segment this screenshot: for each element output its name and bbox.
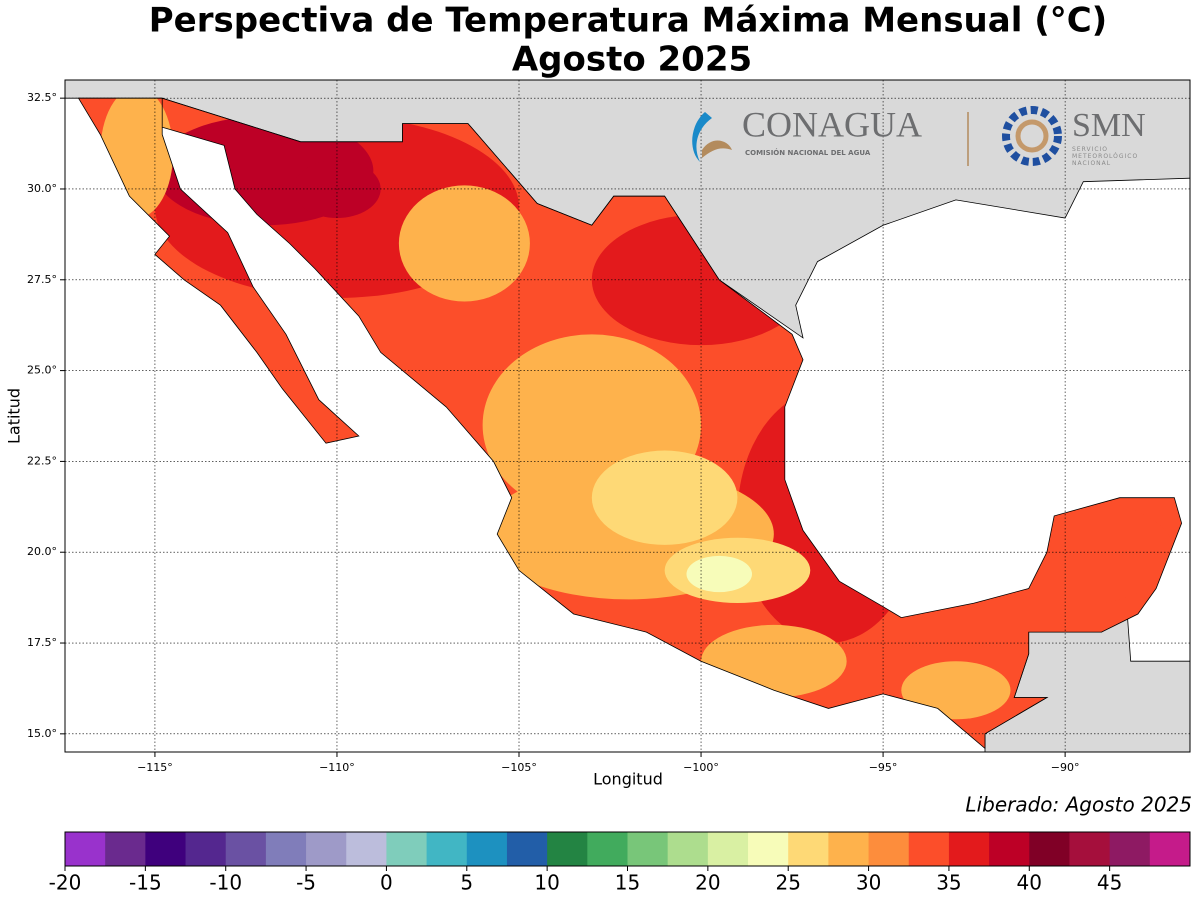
smn-logo: SMN (1072, 107, 1146, 144)
y-tick-label: 30.0° (27, 182, 57, 195)
colorbar-swatch (707, 832, 749, 866)
colorbar-swatch (1109, 832, 1151, 866)
colorbar-swatch (828, 832, 870, 866)
y-tick-label: 32.5° (27, 91, 57, 104)
x-tick-label: −110° (319, 761, 355, 774)
colorbar-swatch (989, 832, 1030, 866)
coastline (77, 97, 1183, 750)
y-tick-label: 22.5° (27, 454, 57, 467)
smn-icon (1002, 106, 1062, 166)
colorbar-tick-label: 35 (936, 871, 961, 895)
colorbar-swatch (1149, 832, 1191, 866)
y-tick-label: 27.5° (27, 273, 57, 286)
colorbar-swatch (185, 832, 227, 866)
x-tick-label: −100° (683, 761, 719, 774)
colorbar: -20 -15 -10 -5 0 5 10 15 20 25 30 35 40 45 (49, 831, 1191, 895)
colorbar-swatch (868, 832, 910, 866)
colorbar-swatch (1069, 832, 1111, 866)
conagua-icon (692, 112, 712, 162)
colorbar-swatch (346, 832, 387, 866)
smn-subtitle: SERVICIO METEOROLÓGICO NACIONAL (1072, 146, 1139, 167)
x-tick-label: −115° (137, 761, 173, 774)
colorbar-swatch (748, 832, 789, 866)
conagua-subtitle: COMISIÓN NACIONAL DEL AGUA (745, 148, 871, 157)
colorbar-tick-label: -5 (296, 871, 316, 895)
colorbar-tick-label: 10 (534, 871, 559, 895)
temperature-area (591, 450, 738, 545)
temperature-area (398, 185, 530, 302)
grid: −115° −110° −105° −100° −95° −90° 15.0° 17.5° 20… (27, 79, 1191, 774)
colorbar-swatch (65, 832, 106, 866)
x-tick-label: −105° (501, 761, 537, 774)
temperature-area (686, 555, 753, 593)
y-tick-label: 20.0° (27, 545, 57, 558)
conagua-icon (702, 140, 732, 158)
colorbar-tick-label: 40 (1017, 871, 1042, 895)
colorbar-tick-label: 30 (856, 871, 881, 895)
colorbar-swatch (788, 832, 829, 866)
smn-subtitle-box: SERVICIO METEOROLÓGICO NACIONAL (1072, 146, 1139, 167)
colorbar-tick-label: -20 (49, 871, 82, 895)
colorbar-swatch (225, 832, 267, 866)
colorbar-swatch (908, 832, 950, 866)
temperature-area (701, 624, 847, 698)
release-note: Liberado: Agosto 2025 (965, 793, 1192, 817)
colorbar-tick-label: 5 (460, 871, 473, 895)
map-frame (64, 79, 1191, 753)
title: Perspectiva de Temperatura Máxima Mensua… (149, 1, 1107, 41)
y-tick-label: 25.0° (27, 364, 57, 377)
subtitle: Agosto 2025 (512, 40, 752, 80)
colorbar-swatch (948, 832, 990, 866)
colorbar-swatch (1029, 832, 1070, 866)
colorbar-swatch (105, 832, 146, 866)
colorbar-tick-label: 45 (1097, 871, 1122, 895)
y-axis-label: Latitud (5, 388, 24, 444)
temperature-area (901, 661, 1011, 720)
colorbar-tick-label: 20 (695, 871, 720, 895)
colorbar-swatch (306, 832, 347, 866)
conagua-logo: CONAGUA (742, 104, 922, 144)
colorbar-swatch (627, 832, 669, 866)
colorbar-tick-label: 15 (615, 871, 640, 895)
smn-icon (1015, 119, 1049, 153)
colorbar-swatch (466, 832, 508, 866)
colorbar-swatch (265, 832, 307, 866)
colorbar-swatch (547, 832, 588, 866)
colorbar-tick-label: 25 (775, 871, 800, 895)
x-axis-label: Longitud (593, 770, 663, 789)
colorbar-tick-label: -10 (209, 871, 242, 895)
colorbar-swatch (145, 832, 187, 866)
colorbar-tick-label: 0 (380, 871, 393, 895)
y-tick-label: 15.0° (27, 727, 57, 740)
x-tick-label: −90° (1051, 761, 1080, 774)
x-tick-label: −95° (869, 761, 898, 774)
colorbar-tick-label: -15 (129, 871, 162, 895)
colorbar-swatch (506, 832, 548, 866)
logos: CONAGUA COMISIÓN NACIONAL DEL AGUA SMN S… (692, 104, 1146, 167)
colorbar-swatch (386, 832, 428, 866)
colorbar-swatch (667, 832, 709, 866)
colorbar-swatch (426, 832, 468, 866)
colorbar-swatch (587, 832, 628, 866)
map (65, 80, 1190, 752)
y-tick-label: 17.5° (27, 636, 57, 649)
